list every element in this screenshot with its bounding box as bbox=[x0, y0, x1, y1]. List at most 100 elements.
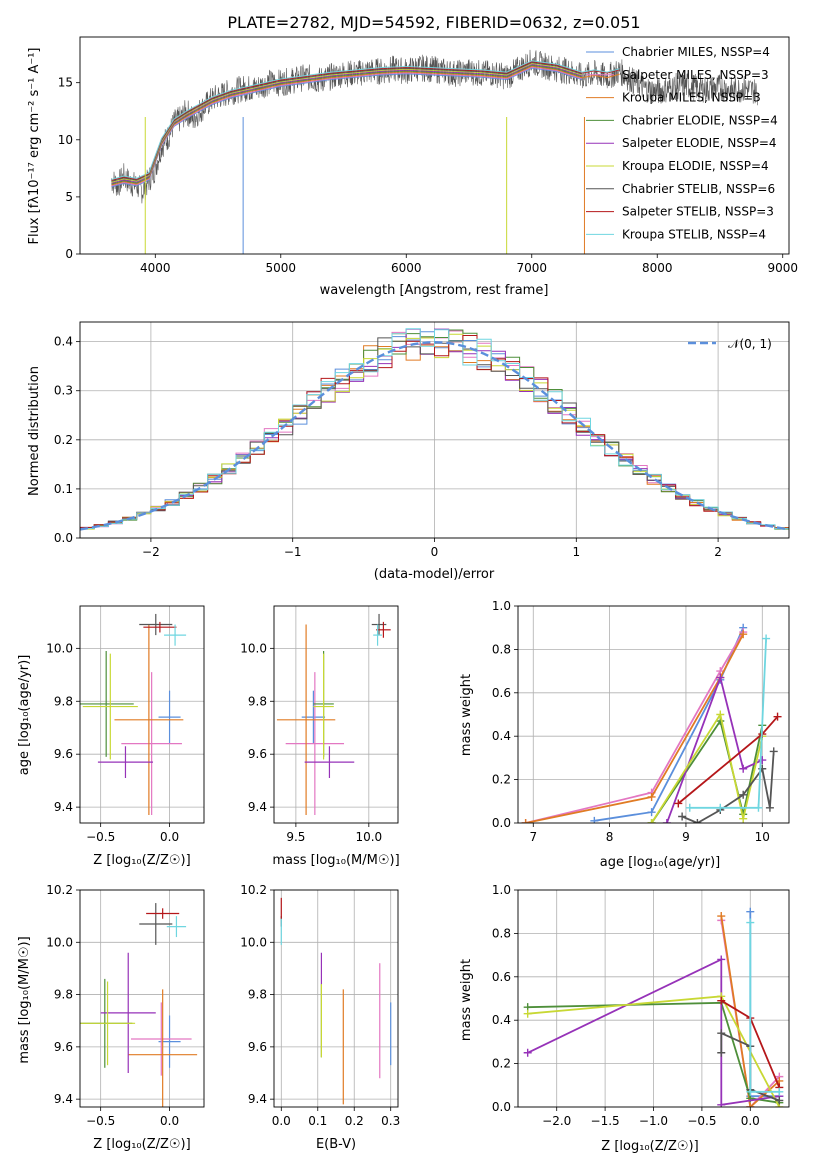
y-tick-label: 5 bbox=[65, 190, 73, 204]
weight-marker-chabrier_stelib bbox=[717, 1029, 726, 1038]
x-tick-label: 0.1 bbox=[308, 1114, 327, 1128]
weight-marker-chabrier_stelib bbox=[678, 812, 687, 821]
weight-marker-salpeter_stelib bbox=[717, 996, 726, 1005]
y-tick-label: 9.4 bbox=[248, 800, 267, 814]
y-tick-label: 0 bbox=[65, 247, 73, 261]
y-tick-label: 9.6 bbox=[248, 1040, 267, 1054]
weight-marker-kroupa_miles bbox=[746, 1103, 755, 1107]
weight-line-salpeter_miles bbox=[525, 631, 744, 823]
weight-marker-chabrier_stelib bbox=[693, 819, 702, 823]
plot-content bbox=[521, 623, 782, 823]
plot-content bbox=[276, 613, 391, 816]
weight-marker-chabrier_miles bbox=[590, 816, 599, 823]
spectrum-plot-area: 4000 5000 6000 7000 8000 9000 0 5 10 15 Chabrier M… bbox=[58, 36, 798, 275]
panel-mass-vs-ebv: 0.0 0.1 0.2 0.3 9.4 9.6 9.8 10.0 10.2 E(B-V) bbox=[240, 883, 400, 1152]
residuals-plot-area: −2 −1 0 1 2 0.0 0.1 0.2 0.3 0.4 𝒩(0, 1) bbox=[54, 321, 790, 559]
y-tick-label: 0.4 bbox=[492, 729, 511, 743]
weight-vs-age-xlabel: age [log₁₀(age/yr)] bbox=[600, 855, 721, 870]
age-vs-z-ylabel: age [log₁₀(age/yr)] bbox=[17, 655, 32, 776]
legend-entry-salpeter_stelib: Salpeter STELIB, NSSP=3 bbox=[622, 205, 774, 219]
panel-age-vs-z: −0.5 0.0 9.4 9.6 9.8 10.0 Z [log₁₀(Z/Z☉)] age… bbox=[17, 605, 205, 868]
x-tick-label: 4000 bbox=[140, 261, 171, 275]
y-tick-label: 1.0 bbox=[492, 883, 511, 897]
normal-legend-label: 𝒩(0, 1) bbox=[728, 337, 772, 351]
y-tick-label: 0.2 bbox=[492, 1057, 511, 1071]
age-vs-mass-xlabel: mass [log₁₀(M/M☉)] bbox=[272, 853, 399, 868]
weight-vs-z-plot-area: −2.0 −1.5 −1.0 −0.5 0.0 0.0 0.2 0.4 0.6 0.8 1.0 bbox=[492, 883, 790, 1128]
weight-marker-kroupa_stelib bbox=[762, 634, 771, 643]
panel-residuals: −2 −1 0 1 2 0.0 0.1 0.2 0.3 0.4 𝒩(0, 1) (data-mode… bbox=[27, 321, 790, 582]
y-tick-label: 0.4 bbox=[492, 1013, 511, 1027]
y-tick-label: 9.6 bbox=[54, 747, 73, 761]
weight-marker-salpeter_stelib bbox=[773, 712, 782, 721]
residuals-xlabel: (data-model)/error bbox=[374, 567, 495, 582]
weight-vs-z-ylabel: mass weight bbox=[459, 959, 474, 1041]
panel-weight-vs-z: −2.0 −1.5 −1.0 −0.5 0.0 0.0 0.2 0.4 0.6 0.8 1.0 Z … bbox=[459, 883, 790, 1154]
weight-vs-age-ylabel: mass weight bbox=[459, 674, 474, 756]
axes-frame bbox=[273, 889, 399, 1108]
y-tick-label: 9.6 bbox=[54, 1040, 73, 1054]
x-tick-label: 0.2 bbox=[345, 1114, 364, 1128]
x-tick-label: 0.0 bbox=[272, 1114, 291, 1128]
x-tick-label: 8 bbox=[606, 830, 614, 844]
figure-title: PLATE=2782, MJD=54592, FIBERID=0632, z=0… bbox=[227, 13, 640, 32]
weight-vs-age-plot-area: 7 8 9 10 0.0 0.2 0.4 0.6 0.8 1.0 bbox=[492, 599, 790, 844]
weight-marker-salpeter_elodie bbox=[717, 1100, 726, 1107]
weight-marker-salpeter_elodie bbox=[717, 955, 726, 964]
y-tick-label: 0.6 bbox=[492, 686, 511, 700]
mass-vs-z-ylabel: mass [log₁₀(M/M☉)] bbox=[17, 936, 32, 1063]
x-tick-label: 0.3 bbox=[381, 1114, 400, 1128]
weight-marker-kroupa_stelib bbox=[754, 803, 763, 812]
x-tick-label: −1.5 bbox=[591, 1114, 620, 1128]
y-tick-label: 0.0 bbox=[492, 816, 511, 830]
histogram-kroupa_stelib bbox=[80, 328, 789, 530]
axes-frame bbox=[79, 605, 205, 824]
weight-marker-chabrier_stelib bbox=[775, 1096, 784, 1105]
y-tick-label: 0.4 bbox=[54, 335, 73, 349]
x-tick-label: −0.5 bbox=[86, 830, 115, 844]
weight-marker-chabrier_stelib bbox=[765, 803, 774, 812]
weight-marker-salpeter_stelib bbox=[674, 799, 683, 808]
x-tick-label: 6000 bbox=[391, 261, 422, 275]
y-tick-label: 9.4 bbox=[248, 1092, 267, 1106]
weight-marker-chabrier_stelib bbox=[769, 747, 778, 756]
legend-entry-kroupa_miles: Kroupa MILES, NSSP=3 bbox=[622, 91, 761, 105]
weight-marker-chabrier_stelib bbox=[717, 1048, 726, 1057]
legend-entry-chabrier_miles: Chabrier MILES, NSSP=4 bbox=[622, 45, 770, 59]
x-tick-label: −2 bbox=[142, 545, 160, 559]
y-tick-label: 9.8 bbox=[248, 694, 267, 708]
y-tick-label: 10.0 bbox=[240, 641, 267, 655]
y-tick-label: 9.8 bbox=[248, 988, 267, 1002]
legend-entry-salpeter_elodie: Salpeter ELODIE, NSSP=4 bbox=[622, 136, 777, 150]
y-tick-label: 0.8 bbox=[492, 926, 511, 940]
y-tick-label: 10.0 bbox=[46, 641, 73, 655]
y-tick-label: 10.0 bbox=[240, 935, 267, 949]
spectrum-xlabel: wavelength [Angstrom, rest frame] bbox=[320, 283, 549, 298]
x-tick-label: 10 bbox=[755, 830, 770, 844]
y-tick-label: 10.2 bbox=[240, 883, 267, 897]
y-tick-label: 10.2 bbox=[46, 883, 73, 897]
weight-line-kroupa_elodie bbox=[650, 712, 764, 823]
weight-marker-kroupa_elodie bbox=[647, 819, 656, 823]
weight-marker-kroupa_elodie bbox=[716, 710, 725, 719]
weight-marker-kroupa_elodie bbox=[523, 1009, 532, 1018]
legend-entry-salpeter_miles: Salpeter MILES, NSSP=3 bbox=[622, 68, 769, 82]
x-tick-label: 9.5 bbox=[286, 830, 305, 844]
axes-frame bbox=[273, 605, 399, 824]
y-tick-label: 9.4 bbox=[54, 1092, 73, 1106]
age-vs-z-xlabel: Z [log₁₀(Z/Z☉)] bbox=[93, 853, 190, 868]
x-tick-label: 0.0 bbox=[741, 1114, 760, 1128]
weight-line-kroupa_miles bbox=[525, 633, 744, 823]
model-line-kroupa_stelib bbox=[111, 60, 620, 181]
weight-marker-salpeter_elodie bbox=[523, 1048, 532, 1057]
weight-marker-kroupa_stelib bbox=[716, 803, 725, 812]
plot-content bbox=[80, 328, 789, 531]
panel-spectrum: 4000 5000 6000 7000 8000 9000 0 5 10 15 Chabrier M… bbox=[27, 36, 798, 298]
weight-line-kroupa_stelib bbox=[689, 638, 767, 809]
y-tick-label: 0.0 bbox=[54, 531, 73, 545]
age-vs-z-plot-area: −0.5 0.0 9.4 9.6 9.8 10.0 bbox=[46, 605, 205, 844]
y-tick-label: 9.6 bbox=[248, 747, 267, 761]
y-tick-label: 0.2 bbox=[54, 433, 73, 447]
weight-line-chabrier_miles bbox=[594, 627, 745, 822]
x-tick-label: −2.0 bbox=[542, 1114, 571, 1128]
